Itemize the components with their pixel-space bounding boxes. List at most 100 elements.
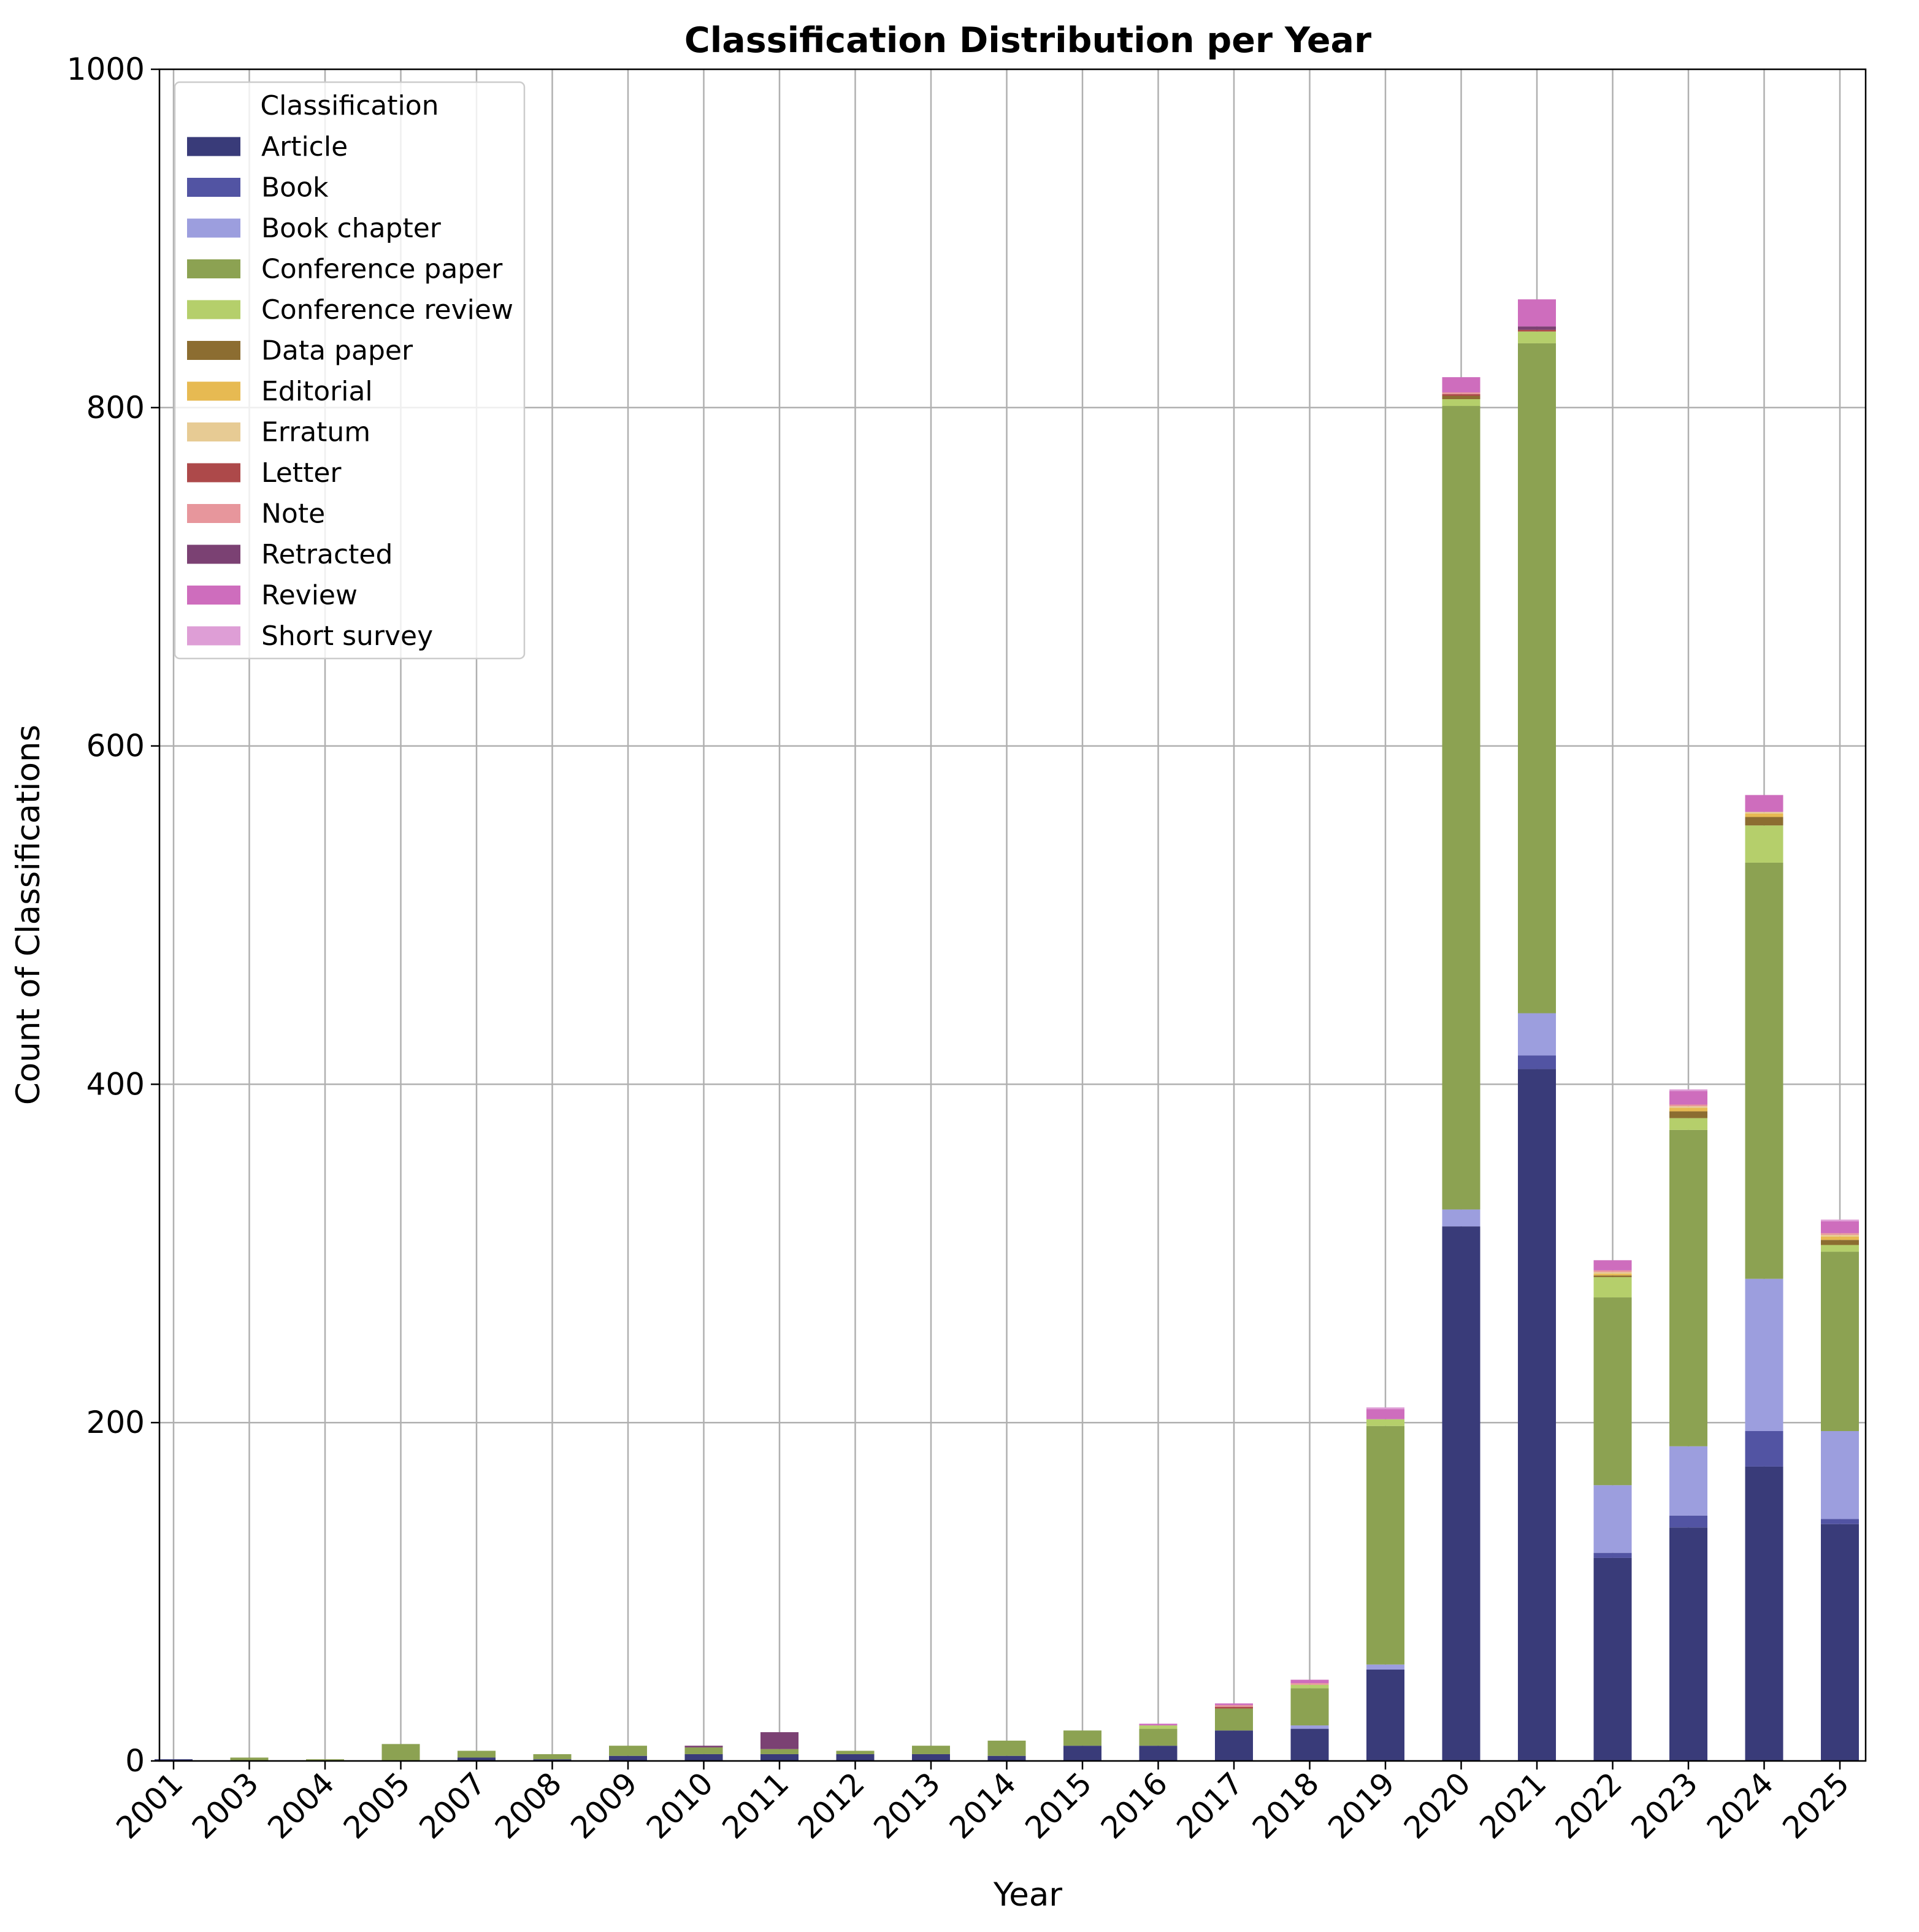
bar-segment-conference-review-2024 xyxy=(1745,825,1783,863)
x-tick-label: 2020 xyxy=(1397,1765,1477,1846)
y-tick-label: 200 xyxy=(86,1405,145,1440)
bar-segment-article-2021 xyxy=(1518,1069,1556,1761)
legend-label: Retracted xyxy=(261,539,393,570)
bar-segment-conference-review-2019 xyxy=(1366,1419,1404,1426)
bar-segment-review-2019 xyxy=(1366,1409,1404,1419)
x-axis-label: Year xyxy=(993,1876,1062,1914)
legend-label: Conference paper xyxy=(261,254,503,285)
bar-segment-book-chapter-2022 xyxy=(1593,1485,1632,1553)
bar-segment-editorial-2022 xyxy=(1593,1273,1632,1276)
bar-segment-article-2017 xyxy=(1215,1730,1253,1761)
bar-segment-short-survey-2019 xyxy=(1366,1407,1404,1410)
legend-swatch xyxy=(187,381,240,401)
bar-segment-note-2017 xyxy=(1215,1705,1253,1707)
bar-segment-letter-2017 xyxy=(1215,1706,1253,1709)
bar-segment-review-2023 xyxy=(1669,1091,1707,1105)
bar-segment-conference-paper-2025 xyxy=(1821,1251,1859,1431)
bar-segment-article-2011 xyxy=(760,1754,799,1761)
bar-segment-review-2025 xyxy=(1821,1221,1859,1234)
x-tick-label: 2025 xyxy=(1775,1765,1856,1846)
y-axis: 0 200 400 600 800 1000 xyxy=(67,52,159,1779)
legend-swatch xyxy=(187,137,240,156)
legend-title: Classification xyxy=(260,90,439,121)
bar-segment-article-2007 xyxy=(458,1757,496,1761)
bar-segment-conference-paper-2013 xyxy=(912,1746,950,1754)
legend-swatch xyxy=(187,504,240,523)
x-tick-label: 2024 xyxy=(1700,1765,1780,1846)
bar-segment-book-chapter-2020 xyxy=(1442,1209,1480,1227)
legend-swatch xyxy=(187,178,240,197)
bar-segment-conference-paper-2021 xyxy=(1518,343,1556,1014)
x-tick-label: 2009 xyxy=(564,1765,644,1846)
x-tick-label: 2016 xyxy=(1094,1765,1174,1846)
legend-label: Data paper xyxy=(261,335,413,367)
bar-segment-book-2025 xyxy=(1821,1519,1859,1524)
bar-segment-short-survey-2023 xyxy=(1669,1089,1707,1091)
bar-segment-article-2024 xyxy=(1745,1466,1783,1761)
y-tick-label: 600 xyxy=(86,728,145,764)
bar-segment-conference-paper-2010 xyxy=(684,1747,723,1754)
bar-segment-conference-paper-2011 xyxy=(760,1749,799,1754)
bar-segment-conference-paper-2023 xyxy=(1669,1129,1707,1446)
legend-box xyxy=(174,81,526,660)
bar-segment-conference-paper-2003 xyxy=(230,1757,269,1761)
bar-segment-data-paper-2023 xyxy=(1669,1111,1707,1118)
bar-segment-note-2025 xyxy=(1821,1233,1859,1235)
bar-segment-editorial-2025 xyxy=(1821,1236,1859,1240)
legend-label: Editorial xyxy=(261,376,373,407)
legend-label: Note xyxy=(261,498,325,530)
chart-title: Classification Distribution per Year xyxy=(684,20,1371,61)
bar-segment-data-paper-2020 xyxy=(1442,395,1480,400)
bar-segment-conference-paper-2015 xyxy=(1063,1730,1101,1746)
bar-segment-book-chapter-2024 xyxy=(1745,1278,1783,1431)
bar-segment-erratum-2025 xyxy=(1821,1234,1859,1237)
bar-segment-conference-paper-2022 xyxy=(1593,1297,1632,1486)
legend-label: Article xyxy=(261,131,348,162)
bar-segment-editorial-2024 xyxy=(1745,813,1783,817)
bar-segment-conference-paper-2005 xyxy=(381,1744,420,1761)
bar-segment-book-chapter-2018 xyxy=(1290,1725,1329,1729)
x-tick-label: 2019 xyxy=(1321,1765,1401,1846)
bar-segment-article-2019 xyxy=(1366,1670,1404,1761)
bar-segment-editorial-2023 xyxy=(1669,1108,1707,1112)
bar-segment-book-chapter-2021 xyxy=(1518,1013,1556,1056)
bar-segment-conference-paper-2018 xyxy=(1290,1688,1329,1726)
legend-swatch xyxy=(187,463,240,483)
bar-segment-conference-paper-2016 xyxy=(1139,1728,1178,1746)
bar-segment-article-2001 xyxy=(155,1759,193,1761)
x-tick-label: 2007 xyxy=(412,1765,492,1846)
bar-segment-conference-paper-2017 xyxy=(1215,1708,1253,1731)
bar-segment-conference-paper-2012 xyxy=(836,1751,875,1754)
bar-segment-conference-paper-2004 xyxy=(306,1759,344,1761)
bar-segment-retracted-2011 xyxy=(760,1732,799,1749)
bar-segment-erratum-2024 xyxy=(1745,812,1783,814)
x-tick-label: 2017 xyxy=(1170,1765,1250,1846)
x-tick-label: 2008 xyxy=(488,1765,569,1846)
bar-segment-review-2021 xyxy=(1518,299,1556,327)
x-tick-label: 2013 xyxy=(867,1765,947,1846)
legend-label: Book chapter xyxy=(261,213,442,244)
bar-segment-article-2014 xyxy=(987,1755,1026,1761)
bar-segment-article-2010 xyxy=(684,1754,723,1761)
bar-segment-note-2018 xyxy=(1290,1683,1329,1685)
x-tick-label: 2011 xyxy=(715,1765,795,1846)
bar-segment-article-2012 xyxy=(836,1754,875,1761)
legend-swatch xyxy=(187,626,240,646)
bar-segment-article-2018 xyxy=(1290,1728,1329,1761)
x-tick-label: 2021 xyxy=(1473,1765,1553,1846)
x-axis: 2001200320042005200720082009201020112012… xyxy=(109,1761,1856,1846)
bar-segment-conference-review-2016 xyxy=(1139,1725,1178,1729)
bar-segment-conference-paper-2020 xyxy=(1442,406,1480,1210)
bar-segment-conference-paper-2009 xyxy=(609,1746,647,1756)
bar-segment-letter-2021 xyxy=(1518,329,1556,332)
bar-segment-note-2022 xyxy=(1593,1270,1632,1272)
bar-segment-book-2023 xyxy=(1669,1515,1707,1528)
legend: Classification Article Book Book chapter Co… xyxy=(174,81,526,660)
bar-segment-article-2016 xyxy=(1139,1746,1178,1761)
bars xyxy=(155,299,1859,1761)
bar-segment-conference-review-2018 xyxy=(1290,1684,1329,1689)
x-tick-label: 2023 xyxy=(1624,1765,1704,1846)
legend-swatch xyxy=(187,544,240,564)
bar-segment-article-2025 xyxy=(1821,1524,1859,1761)
bar-segment-book-chapter-2025 xyxy=(1821,1430,1859,1519)
